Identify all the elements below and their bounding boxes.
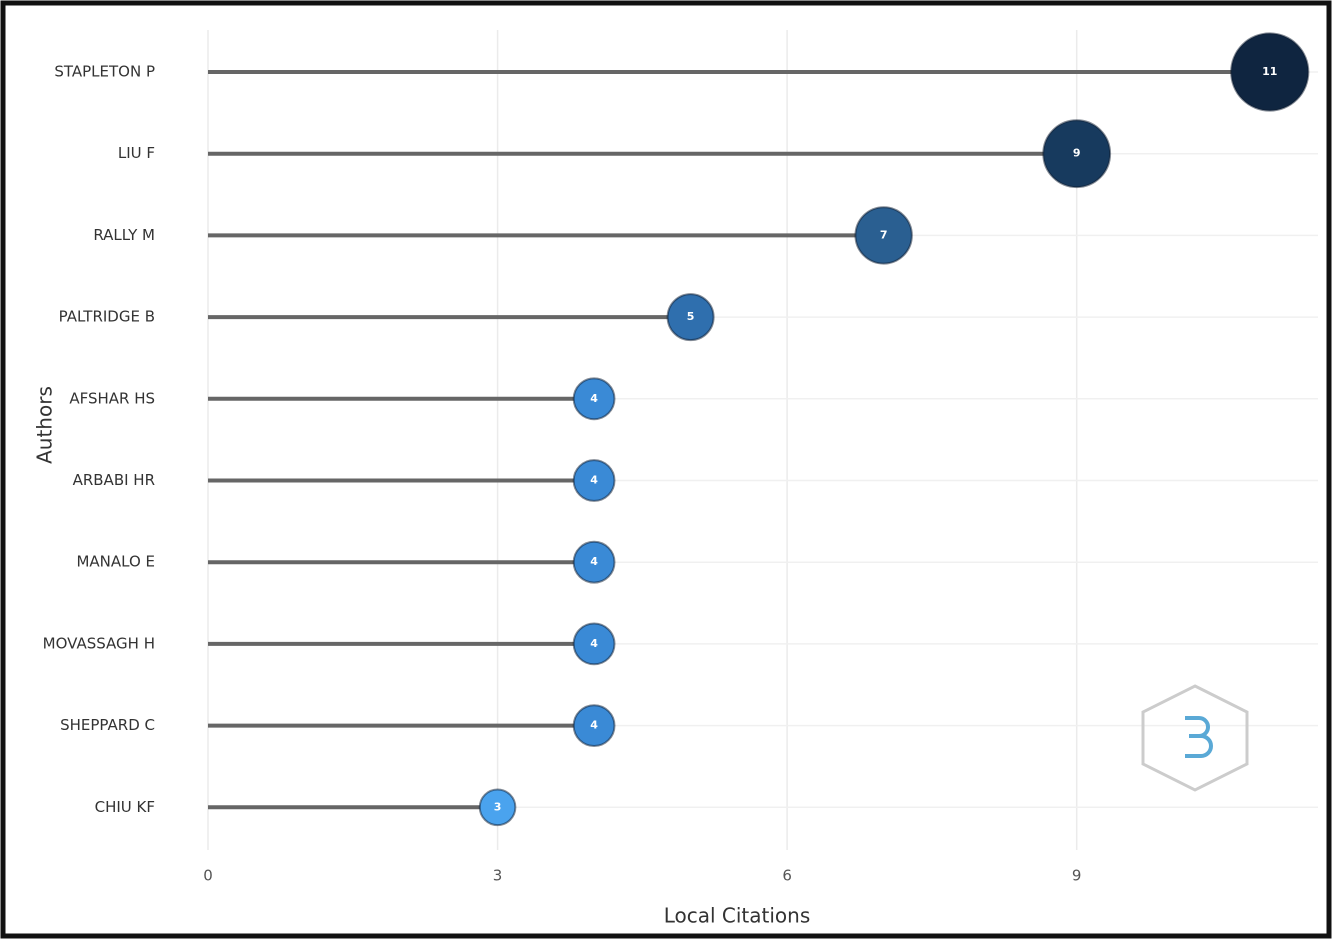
logo-glyph <box>1185 716 1213 758</box>
y-tick-label: PALTRIDGE B <box>59 308 155 326</box>
y-tick-label: ARBABI HR <box>73 471 155 489</box>
dot <box>666 293 715 342</box>
logo-hexagon <box>1141 684 1249 792</box>
dot <box>572 622 616 666</box>
data-label: 4 <box>590 719 598 732</box>
data-label: 4 <box>590 392 598 405</box>
dot <box>572 377 616 421</box>
data-label: 9 <box>1073 147 1081 160</box>
dot <box>572 704 616 747</box>
dot <box>478 788 517 827</box>
y-axis-title: Authors <box>33 386 57 464</box>
y-tick-label: AFSHAR HS <box>69 389 155 407</box>
marks: 11 9 7 5 4 4 4 4 4 3 <box>208 32 1310 827</box>
dot <box>572 459 616 502</box>
dot <box>1230 32 1310 112</box>
y-tick-label: LIU F <box>118 144 155 162</box>
data-label: 11 <box>1262 65 1277 78</box>
data-label: 5 <box>687 310 695 323</box>
x-tick-label: 6 <box>782 867 792 885</box>
logo <box>1141 684 1249 792</box>
x-tick-label: 0 <box>203 867 213 885</box>
data-label: 4 <box>590 555 598 568</box>
y-tick-label: SHEPPARD C <box>60 716 155 734</box>
x-axis-title: Local Citations <box>664 904 811 928</box>
y-tick-label: MANALO E <box>76 553 155 571</box>
data-label: 7 <box>880 228 888 241</box>
x-tick-label: 9 <box>1072 867 1082 885</box>
y-tick-label: MOVASSAGH H <box>43 634 155 652</box>
y-tick-label: RALLY M <box>93 226 155 244</box>
y-tick-label: STAPLETON P <box>54 63 155 81</box>
dot <box>854 206 913 265</box>
dot <box>572 540 616 584</box>
data-label: 4 <box>590 474 598 487</box>
y-tick-label: CHIU KF <box>95 798 155 816</box>
x-tick-label: 3 <box>493 867 503 885</box>
data-label: 3 <box>494 800 502 813</box>
dot <box>1042 119 1112 189</box>
data-label: 4 <box>590 637 598 650</box>
